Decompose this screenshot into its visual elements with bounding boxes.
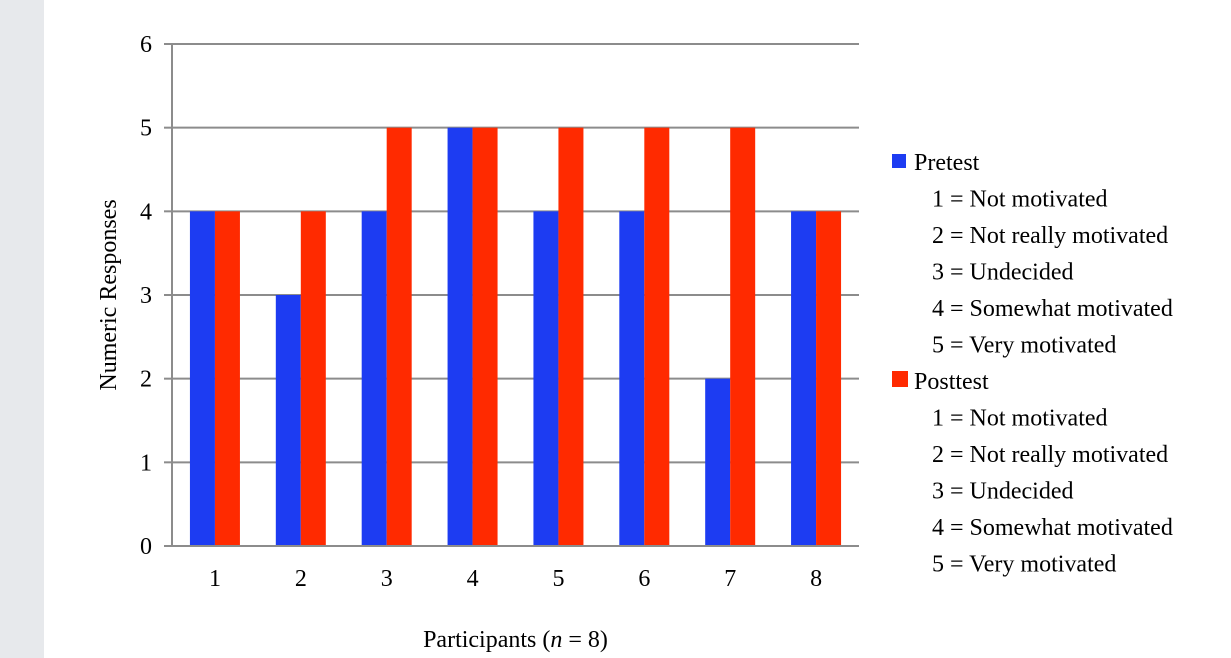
legend-scale-posttest-1: 1 = Not motivated bbox=[932, 406, 1108, 432]
x-axis-title: Participants (n = 8) bbox=[423, 627, 608, 653]
bar-chart: 0 1 2 3 4 5 6 1 2 3 4 5 6 7 8 Numeric Responses Particip… bbox=[96, 32, 1173, 653]
x-tick-label-7: 7 bbox=[724, 566, 736, 592]
bar-pretest-participant-1 bbox=[189, 211, 215, 547]
legend-label-posttest: Posttest bbox=[914, 369, 989, 395]
bar-pretest-participant-4 bbox=[447, 127, 473, 547]
bar-posttest-participant-5 bbox=[558, 127, 584, 547]
legend-scale-pretest-2: 2 = Not really motivated bbox=[932, 223, 1168, 249]
legend-scale-posttest-2: 2 = Not really motivated bbox=[932, 442, 1168, 468]
y-tick-label-1: 1 bbox=[140, 450, 152, 476]
x-tick-label-4: 4 bbox=[467, 566, 479, 592]
y-tick-label-0: 0 bbox=[140, 534, 152, 560]
y-axis-title: Numeric Responses bbox=[96, 199, 122, 390]
y-tick-label-2: 2 bbox=[140, 367, 152, 393]
y-tick-label-3: 3 bbox=[140, 283, 152, 309]
y-tick-label-5: 5 bbox=[140, 116, 152, 142]
legend-scale-posttest-4: 4 = Somewhat motivated bbox=[932, 515, 1173, 541]
legend-scale-posttest-3: 3 = Undecided bbox=[932, 479, 1074, 505]
x-tick-label-5: 5 bbox=[552, 566, 564, 592]
bar-posttest-participant-3 bbox=[386, 127, 412, 547]
bar-posttest-participant-8 bbox=[816, 211, 842, 547]
bar-pretest-participant-3 bbox=[361, 211, 387, 547]
legend-swatch-posttest bbox=[892, 371, 908, 387]
bar-pretest-participant-6 bbox=[619, 211, 645, 547]
legend-label-pretest: Pretest bbox=[914, 150, 980, 176]
bar-posttest-participant-1 bbox=[214, 211, 240, 547]
legend-scale-pretest-5: 5 = Very motivated bbox=[932, 333, 1116, 359]
legend-swatch-pretest bbox=[892, 154, 906, 168]
y-tick-label-6: 6 bbox=[140, 32, 152, 58]
legend-scale-pretest-3: 3 = Undecided bbox=[932, 260, 1074, 286]
x-tick-label-3: 3 bbox=[381, 566, 393, 592]
legend-scale-posttest-5: 5 = Very motivated bbox=[932, 552, 1116, 578]
bar-posttest-participant-4 bbox=[472, 127, 498, 547]
x-tick-label-2: 2 bbox=[295, 566, 307, 592]
bar-posttest-participant-6 bbox=[644, 127, 670, 547]
bar-posttest-participant-7 bbox=[730, 127, 756, 547]
bar-pretest-participant-2 bbox=[275, 295, 301, 546]
bar-pretest-participant-5 bbox=[533, 211, 559, 547]
bar-pretest-participant-7 bbox=[705, 378, 731, 546]
chart-panel: 0 1 2 3 4 5 6 1 2 3 4 5 6 7 8 Numeric Responses Particip… bbox=[44, 0, 1231, 658]
y-tick-label-4: 4 bbox=[140, 199, 152, 225]
legend-scale-pretest-4: 4 = Somewhat motivated bbox=[932, 296, 1173, 322]
bar-posttest-participant-2 bbox=[300, 211, 326, 547]
legend-scale-pretest-1: 1 = Not motivated bbox=[932, 187, 1108, 213]
x-tick-label-6: 6 bbox=[638, 566, 650, 592]
bar-pretest-participant-8 bbox=[791, 211, 817, 547]
x-tick-label-1: 1 bbox=[209, 566, 221, 592]
x-tick-label-8: 8 bbox=[810, 566, 822, 592]
